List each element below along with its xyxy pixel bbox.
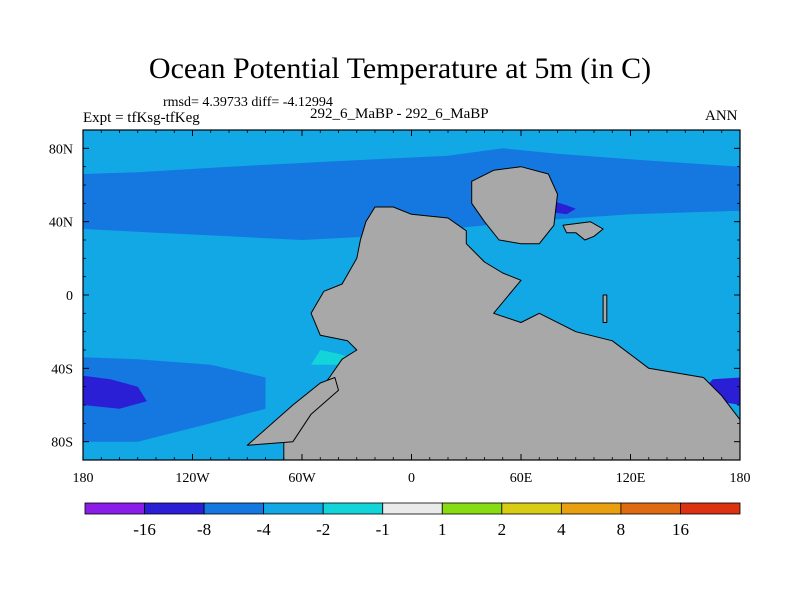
field-region-north-high-lat-band [83,148,740,240]
y-tick-label: 80S [51,436,73,451]
x-tick-label: 180 [73,471,94,486]
colorbar-label: 4 [557,520,566,539]
colorbar-swatch [501,502,562,515]
y-tick-label: 40N [49,216,73,231]
colorbar-swatch [263,502,324,515]
colorbar-swatch [322,502,384,515]
field-region-south-indian-core [703,377,740,405]
y-tick-label: 80N [49,142,73,157]
colorbar-swatch [441,502,503,515]
colorbar-label: -1 [376,520,390,539]
land-antarctic-ridge [246,377,339,446]
colorbar-label: 1 [438,520,447,539]
x-tick-label: 0 [408,471,415,486]
colorbar-swatch [680,502,741,515]
season-label: ANN [705,108,738,124]
colorbar-swatch [620,502,681,515]
colorbar-label: -8 [197,520,211,539]
colorbar-label: -16 [133,520,156,539]
colorbar-label: 8 [617,520,626,539]
case-label: 292_6_MaBP - 292_6_MaBP [310,106,489,122]
chart-title: Ocean Potential Temperature at 5m (in C) [148,52,652,85]
colorbar-label: -2 [316,520,330,539]
land-east-peninsula [562,221,604,241]
rmsd-diff-stats: rmsd= 4.39733 diff= -4.12994 [163,95,333,110]
colorbar-swatch [382,502,443,515]
x-tick-label: 60E [510,471,533,486]
field-region-arctic-band [83,130,740,149]
colorbar-swatch [144,502,205,515]
colorbar-label: -4 [257,520,272,539]
land-continent-main [283,206,740,460]
x-tick-label: 180 [730,471,751,486]
experiment-label: Expt = tfKsg-tfKeg [83,110,200,126]
x-tick-label: 120W [175,471,210,486]
colorbar-swatch [84,502,145,515]
land-small-island [602,294,608,323]
y-tick-label: 0 [66,289,73,304]
colorbar-label: 16 [672,520,689,539]
y-tick-label: 40S [51,362,73,377]
field-region-southern-band [83,357,266,442]
field-region-south-pacific-core [83,375,147,409]
colorbar-swatch [203,502,265,515]
x-tick-label: 120E [616,471,646,486]
land-arctic-landmass [471,166,558,245]
colorbar-label: 2 [498,520,507,539]
colorbar-swatch [560,502,622,515]
x-tick-label: 60W [288,471,316,486]
